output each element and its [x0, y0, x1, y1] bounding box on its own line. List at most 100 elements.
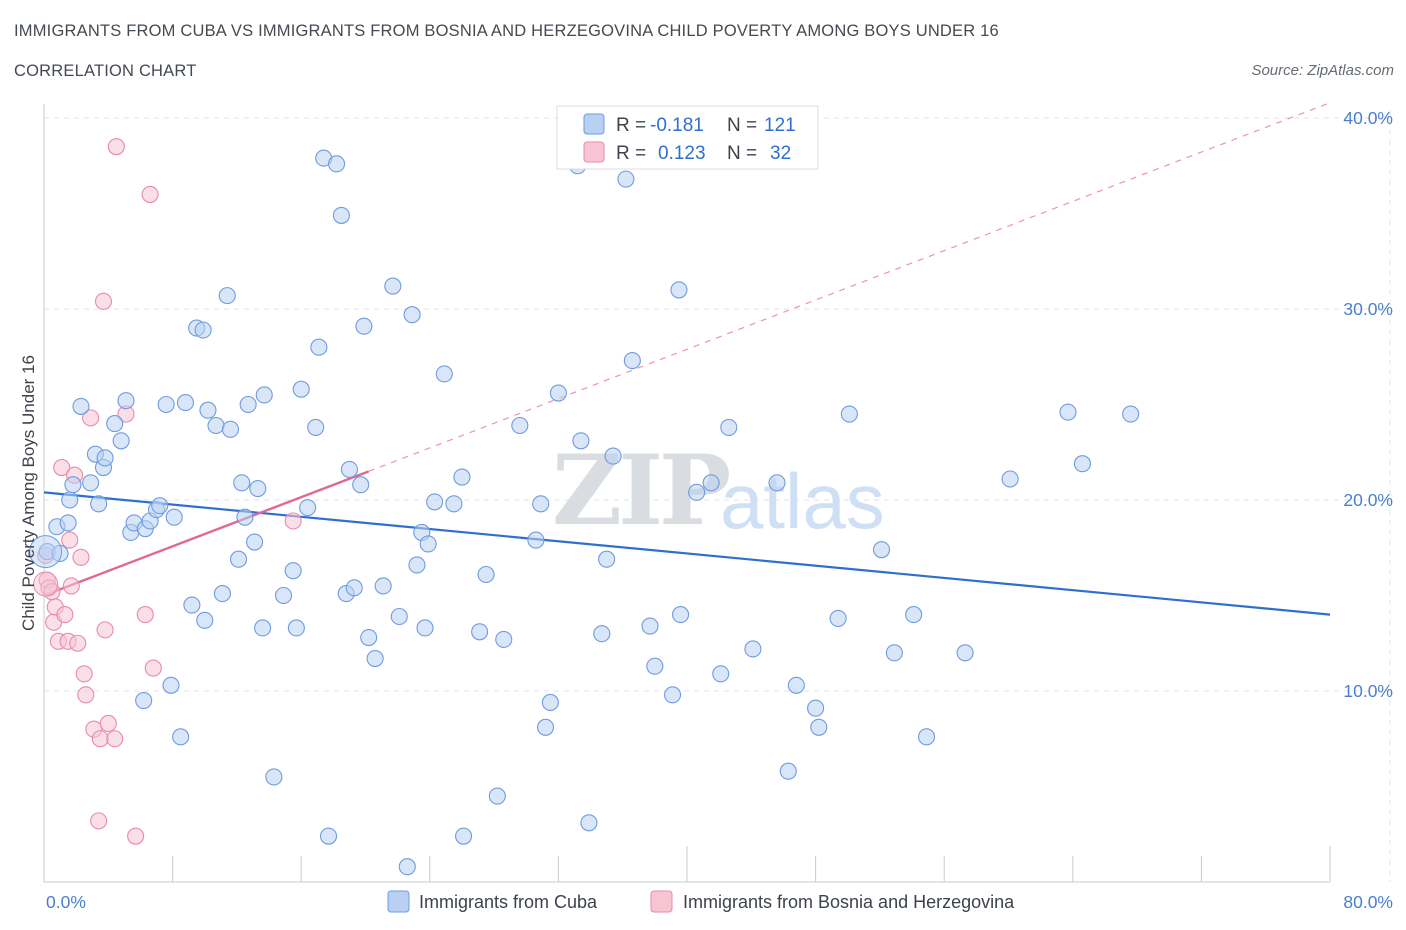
cuba-point: [221, 420, 240, 438]
cuba-point: [112, 432, 130, 450]
cuba-point: [332, 206, 350, 224]
cuba-point: [64, 476, 82, 494]
cuba-point: [384, 277, 402, 295]
cuba-point: [310, 338, 328, 356]
cuba-point: [511, 416, 529, 435]
cuba-point: [72, 397, 90, 415]
cuba-point: [213, 585, 231, 603]
cuba-point: [172, 728, 190, 746]
bosnia-point: [61, 531, 79, 549]
y-axis-title: Child Poverty Among Boys Under 16: [19, 355, 38, 631]
bottom-legend-swatch-cuba: [387, 890, 410, 913]
cuba-point: [292, 380, 310, 398]
cuba-point: [527, 531, 545, 549]
legend-n-label-cuba: N =: [727, 115, 757, 136]
legend-n-label-bosnia: N =: [727, 143, 757, 164]
cuba-point: [207, 416, 225, 435]
bosnia-point: [90, 812, 108, 830]
y-tick-label-0: 10.0%: [1343, 681, 1393, 701]
cuba-point: [617, 170, 635, 188]
cuba-point: [151, 497, 169, 515]
cuba-point: [218, 287, 236, 305]
bosnia-point: [94, 292, 113, 310]
bottom-legend-label-cuba: Immigrants from Cuba: [419, 892, 598, 912]
cuba-point: [593, 625, 611, 643]
cuba-point: [885, 644, 903, 662]
cuba-point: [471, 623, 489, 641]
bosnia-point: [91, 730, 109, 748]
cuba-point: [162, 676, 180, 694]
bosnia-point: [72, 548, 90, 566]
cuba-point: [455, 827, 473, 845]
bottom-legend-swatch-bosnia: [650, 890, 673, 913]
source-label: Source: ZipAtlas.com: [1251, 62, 1394, 79]
cuba-point: [398, 858, 416, 876]
cuba-point: [408, 556, 426, 574]
cuba-point: [536, 718, 555, 736]
cuba-point: [236, 508, 254, 526]
cuba-point: [176, 394, 195, 412]
cuba-point: [340, 460, 358, 478]
chart-title: IMMIGRANTS FROM CUBA VS IMMIGRANTS FROM …: [14, 22, 999, 40]
cuba-point: [779, 762, 797, 780]
cuba-point: [345, 579, 363, 597]
cuba-point: [720, 418, 738, 436]
bosnia-point: [136, 606, 154, 624]
cuba-point: [319, 827, 338, 845]
cuba-point: [905, 606, 923, 624]
cuba-point: [572, 432, 590, 450]
stats-legend: R = -0.181 N = 121 R = 0.123 N = 32: [556, 105, 819, 170]
cuba-point: [183, 596, 201, 614]
cuba-point: [96, 449, 114, 467]
cuba-point: [254, 619, 272, 637]
cuba-point: [1059, 403, 1077, 421]
bosnia-point: [82, 409, 100, 427]
cuba-point: [488, 787, 506, 805]
legend-n-value-bosnia: 32: [770, 143, 791, 164]
legend-swatch-cuba: [583, 113, 605, 135]
cuba-point: [1122, 405, 1140, 423]
cuba-point: [196, 611, 214, 629]
bosnia-point: [107, 138, 125, 156]
bosnia-point: [56, 606, 74, 624]
watermark: ZIP atlas: [552, 434, 885, 547]
cuba-point: [328, 155, 346, 173]
trend-lines: [43, 102, 1331, 616]
y-tick-label-1: 20.0%: [1343, 490, 1393, 510]
cuba-point: [840, 405, 858, 423]
cuba-point: [374, 577, 392, 595]
cuba-point: [360, 628, 378, 647]
cuba-point: [274, 586, 293, 605]
cuba-point: [249, 479, 267, 498]
legend-r-value-cuba: -0.181: [650, 115, 704, 136]
cuba-point: [157, 395, 175, 414]
bosnia-point: [144, 659, 162, 677]
cuba-point: [199, 401, 217, 419]
chart-subtitle: CORRELATION CHART: [14, 62, 197, 80]
series-bosnia-points: [33, 138, 302, 845]
cuba-point: [495, 630, 513, 648]
trend-line-bosnia-extrapolated: [368, 102, 1331, 472]
cuba-point: [663, 686, 682, 704]
cuba-point: [352, 476, 370, 494]
cuba-point: [61, 491, 79, 509]
cuba-point: [82, 474, 100, 492]
bosnia-point: [284, 512, 302, 530]
series-legend: Immigrants from Cuba Immigrants from Bos…: [387, 890, 1015, 913]
cuba-point: [807, 699, 825, 717]
cuba-point: [956, 644, 974, 662]
cuba-point: [265, 768, 283, 786]
y-tick-label-3: 40.0%: [1343, 108, 1393, 128]
y-tick-label-2: 30.0%: [1343, 299, 1393, 319]
cuba-point: [135, 691, 153, 710]
cuba-point: [246, 533, 264, 551]
cuba-point: [435, 365, 453, 383]
cuba-point: [917, 728, 936, 746]
cuba-point: [299, 499, 317, 517]
bosnia-point: [127, 827, 145, 845]
cuba-point: [239, 395, 257, 414]
cuba-point: [532, 495, 550, 513]
cuba-point: [688, 483, 706, 501]
trend-line-bosnia: [43, 470, 370, 597]
